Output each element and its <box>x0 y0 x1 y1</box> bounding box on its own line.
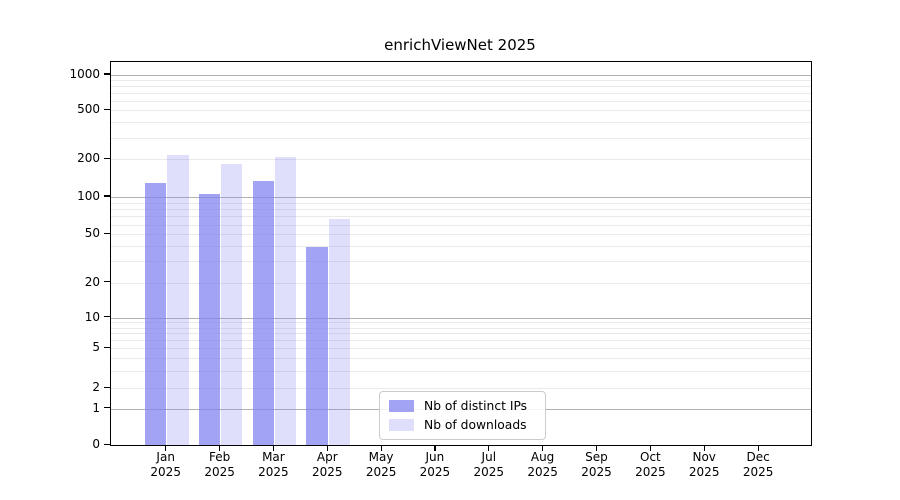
gridline-major-1000 <box>111 75 811 76</box>
gridline-minor-60 <box>111 224 811 226</box>
gridline-minor-6 <box>111 340 811 342</box>
gridline-minor-9 <box>111 322 811 324</box>
x-tick-mark-dec <box>757 445 759 452</box>
bar-distinct-ips-feb <box>198 194 221 445</box>
x-tick-label-dec: Dec 2025 <box>742 450 774 479</box>
x-tick-label-sep: Sep 2025 <box>581 450 612 479</box>
gridline-minor-400 <box>111 122 811 124</box>
x-tick-label-jan: Jan 2025 <box>150 450 181 479</box>
gridline-minor-80 <box>111 209 811 210</box>
y-tick-label-1000: 1000 <box>69 67 100 81</box>
gridline-minor-700 <box>111 93 811 95</box>
x-tick-label-mar: Mar 2025 <box>258 450 289 479</box>
y-tick-mark-200 <box>104 157 110 159</box>
gridline-minor-40 <box>111 246 811 248</box>
y-tick-mark-100 <box>104 195 110 197</box>
y-tick-mark-2 <box>104 386 110 388</box>
gridline-minor-70 <box>111 216 811 218</box>
gridline-major-100 <box>111 197 811 198</box>
legend-swatch-distinct-ips <box>389 400 414 412</box>
y-tick-mark-5 <box>104 346 110 348</box>
gridline-minor-600 <box>111 101 811 102</box>
bar-distinct-ips-apr <box>306 247 328 445</box>
gridline-minor-20 <box>111 282 811 284</box>
gridline-minor-4 <box>111 358 811 359</box>
chart-title: enrichViewNet 2025 <box>384 36 536 54</box>
gridline-minor-90 <box>111 202 811 204</box>
x-tick-label-nov: Nov 2025 <box>688 450 720 479</box>
y-tick-label-20: 20 <box>84 274 100 289</box>
x-tick-mark-nov <box>703 445 705 452</box>
bar-downloads-mar <box>274 156 297 445</box>
x-tick-mark-jan <box>165 445 167 452</box>
x-tick-label-feb: Feb 2025 <box>204 450 235 479</box>
legend-item-downloads: Nb of downloads <box>389 418 536 432</box>
x-tick-mark-jun <box>434 445 436 452</box>
bar-distinct-ips-mar <box>252 181 274 445</box>
legend-label-distinct-ips: Nb of distinct IPs <box>424 399 528 413</box>
x-tick-mark-feb <box>219 445 221 452</box>
x-tick-mark-mar <box>272 445 275 452</box>
y-tick-label-0: 0 <box>92 437 100 452</box>
x-tick-label-jul: Jul 2025 <box>473 450 505 479</box>
gridline-minor-300 <box>111 137 811 139</box>
bar-distinct-ips-jan <box>144 182 167 445</box>
y-tick-mark-20 <box>104 281 110 283</box>
gridline-minor-200 <box>111 159 811 161</box>
y-tick-label-50: 50 <box>84 226 100 241</box>
gridline-minor-30 <box>111 261 811 263</box>
bar-downloads-apr <box>328 218 351 445</box>
y-tick-mark-10 <box>104 316 110 318</box>
gridline-major-10 <box>111 317 811 319</box>
gridline-minor-2 <box>111 388 811 390</box>
legend-item-distinct-ips: Nb of distinct IPs <box>389 399 536 413</box>
x-tick-mark-oct <box>649 445 652 452</box>
y-tick-mark-50 <box>104 232 110 234</box>
y-tick-label-100: 100 <box>77 189 100 203</box>
legend-swatch-downloads <box>389 419 414 431</box>
x-tick-mark-apr <box>326 445 328 452</box>
bar-downloads-feb <box>221 163 243 445</box>
y-tick-label-1: 1 <box>92 400 100 415</box>
x-tick-label-apr: Apr 2025 <box>312 450 343 479</box>
gridline-minor-7 <box>111 333 811 335</box>
gridline-minor-900 <box>111 80 811 82</box>
gridline-minor-5 <box>111 348 811 350</box>
y-tick-label-2: 2 <box>92 380 100 395</box>
y-tick-label-200: 200 <box>77 151 100 166</box>
y-tick-label-5: 5 <box>92 340 100 355</box>
plot-area: Nb of distinct IPs Nb of downloads <box>110 61 812 446</box>
y-tick-mark-1 <box>104 407 110 409</box>
y-tick-mark-0 <box>104 443 110 445</box>
x-tick-mark-aug <box>542 445 544 452</box>
y-tick-mark-1000 <box>104 73 110 75</box>
x-tick-mark-may <box>380 445 382 452</box>
bar-downloads-jan <box>167 155 189 445</box>
legend-label-downloads: Nb of downloads <box>424 418 527 432</box>
x-tick-label-jun: Jun 2025 <box>419 450 451 479</box>
x-tick-mark-sep <box>595 445 598 452</box>
gridline-minor-8 <box>111 327 811 329</box>
x-tick-label-oct: Oct 2025 <box>635 450 666 479</box>
y-tick-label-10: 10 <box>84 309 100 324</box>
y-tick-mark-500 <box>104 108 110 110</box>
gridline-minor-500 <box>111 110 811 112</box>
gridline-minor-50 <box>111 234 811 236</box>
gridline-minor-800 <box>111 86 811 88</box>
x-tick-label-may: May 2025 <box>365 450 397 479</box>
legend: Nb of distinct IPs Nb of downloads <box>379 391 546 440</box>
gridline-minor-3 <box>111 370 811 372</box>
y-tick-label-500: 500 <box>77 102 100 117</box>
x-tick-mark-jul <box>488 445 490 452</box>
x-tick-label-aug: Aug 2025 <box>527 450 558 479</box>
